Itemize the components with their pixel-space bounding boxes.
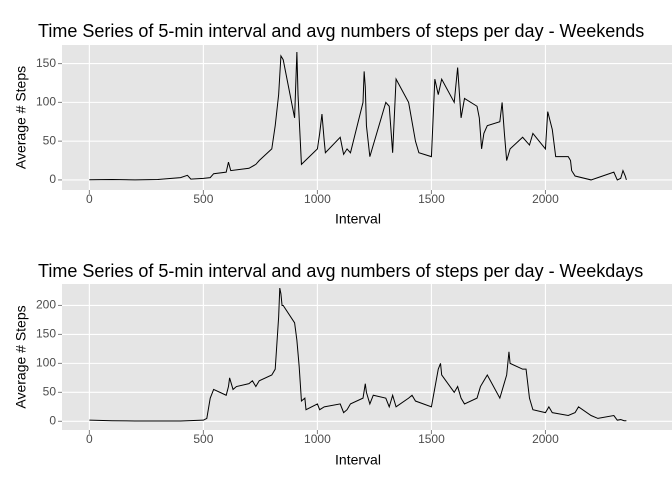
y-tick-label: 200 bbox=[36, 298, 56, 312]
chart-title: Time Series of 5-min interval and avg nu… bbox=[38, 21, 644, 41]
x-tick-label: 0 bbox=[86, 192, 93, 206]
x-tick-label: 1000 bbox=[304, 192, 331, 206]
plot-panel bbox=[62, 284, 672, 430]
x-tick-label: 1500 bbox=[418, 192, 445, 206]
y-tick-label: 50 bbox=[43, 133, 57, 147]
y-axis-title: Average # Steps bbox=[13, 305, 29, 408]
chart-title: Time Series of 5-min interval and avg nu… bbox=[38, 261, 643, 281]
x-tick-label: 0 bbox=[86, 432, 93, 446]
x-tick-label: 500 bbox=[193, 432, 213, 446]
x-tick-label: 1500 bbox=[418, 432, 445, 446]
x-axis-title: Interval bbox=[335, 452, 381, 468]
data-line bbox=[89, 287, 627, 422]
y-tick-label: 150 bbox=[36, 327, 56, 341]
x-axis-title: Interval bbox=[335, 211, 381, 227]
y-tick-label: 150 bbox=[36, 56, 56, 70]
x-tick-label: 1000 bbox=[304, 432, 331, 446]
y-tick-label: 0 bbox=[49, 413, 56, 427]
data-line bbox=[89, 51, 627, 181]
y-axis-title: Average # Steps bbox=[13, 66, 29, 169]
y-tick-label: 0 bbox=[49, 172, 56, 186]
y-tick-label: 100 bbox=[36, 356, 56, 370]
y-tick-label: 100 bbox=[36, 95, 56, 109]
plot-panel bbox=[62, 45, 672, 190]
x-tick-label: 2000 bbox=[532, 192, 559, 206]
x-tick-label: 500 bbox=[193, 192, 213, 206]
x-tick-label: 2000 bbox=[532, 432, 559, 446]
y-tick-label: 50 bbox=[43, 385, 57, 399]
